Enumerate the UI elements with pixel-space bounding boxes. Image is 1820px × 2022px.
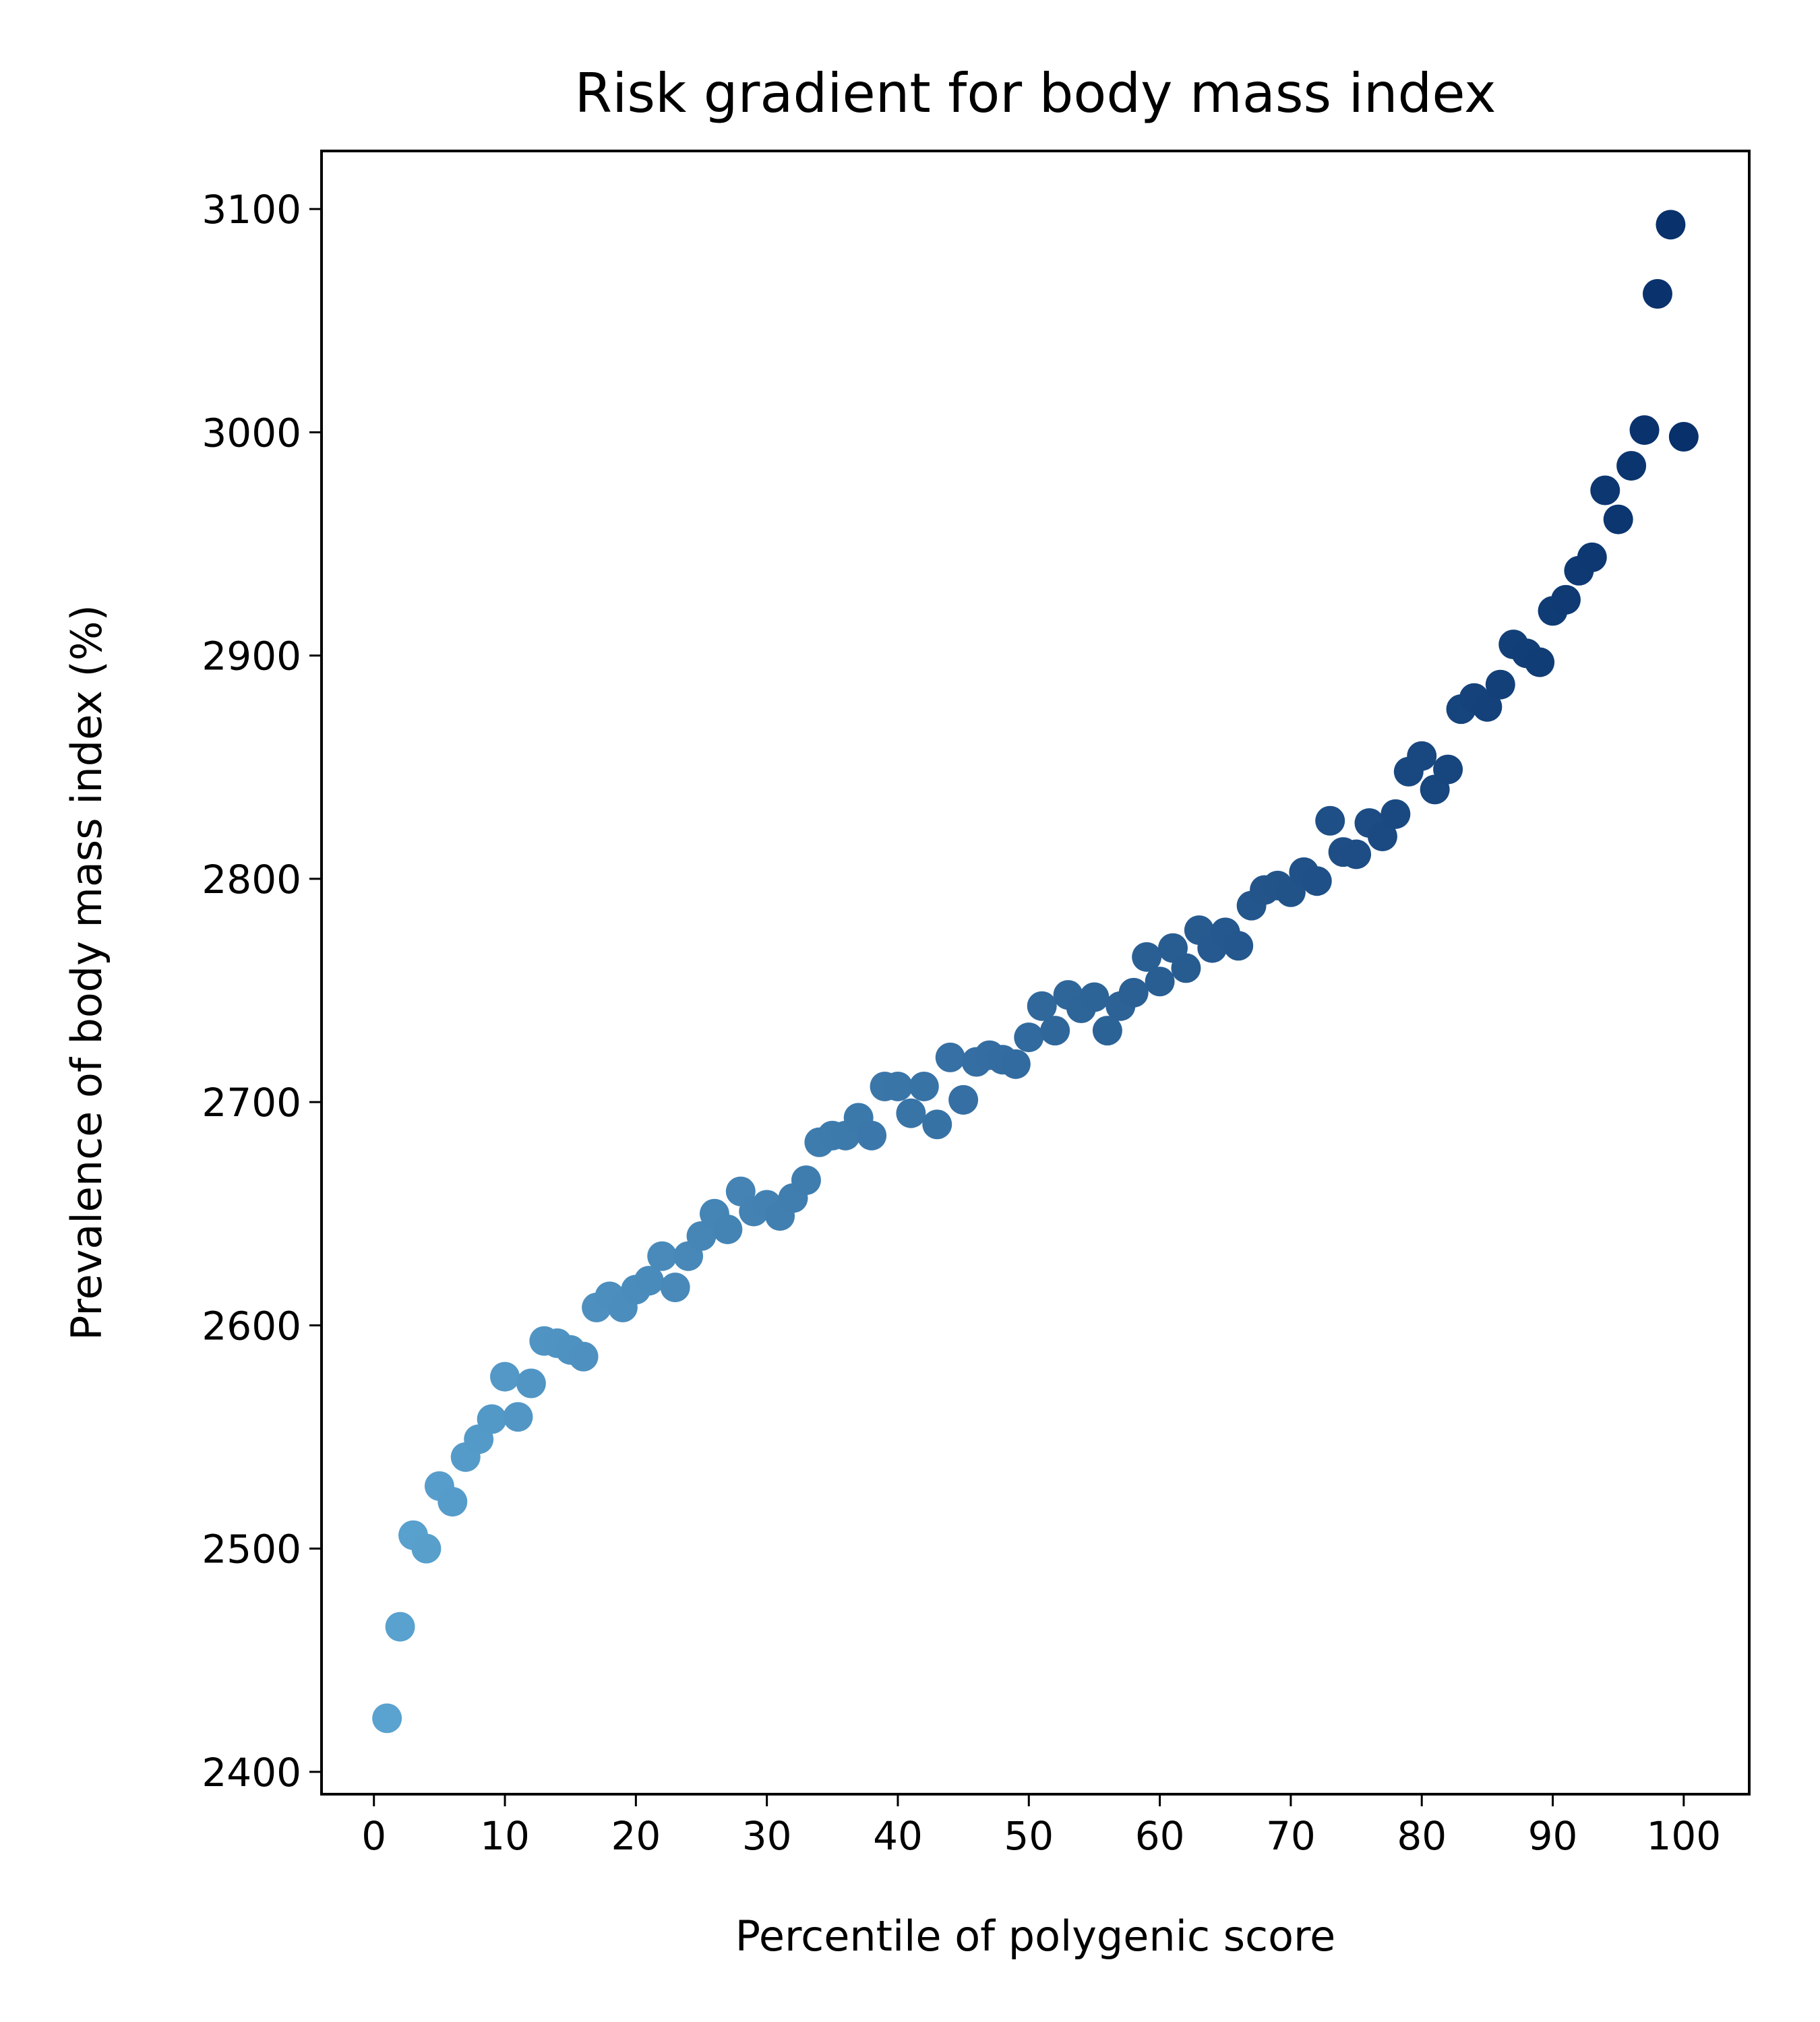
x-tick-label: 90 <box>1528 1813 1578 1859</box>
data-point <box>1433 754 1463 785</box>
data-point <box>791 1165 821 1196</box>
data-point <box>909 1071 939 1101</box>
y-tick-label: 2700 <box>202 1080 301 1126</box>
data-point <box>568 1341 599 1372</box>
data-point <box>660 1273 690 1303</box>
data-point <box>1603 504 1633 534</box>
data-point <box>686 1221 717 1251</box>
data-point <box>437 1487 468 1517</box>
data-point <box>857 1120 887 1151</box>
data-point <box>1223 931 1254 961</box>
data-point <box>1550 584 1581 615</box>
y-tick-label: 2800 <box>202 857 301 902</box>
data-point <box>477 1404 507 1434</box>
chart-title: Risk gradient for body mass index <box>575 62 1496 125</box>
data-point <box>1642 279 1672 309</box>
data-point <box>1472 692 1503 722</box>
data-point <box>922 1109 952 1140</box>
x-tick-label: 80 <box>1397 1813 1447 1859</box>
data-point <box>1381 799 1411 829</box>
data-point <box>1079 982 1110 1012</box>
data-point <box>712 1214 743 1244</box>
data-point <box>372 1703 402 1734</box>
y-tick-label: 3100 <box>202 187 301 233</box>
data-point <box>882 1071 913 1101</box>
data-point <box>896 1098 926 1128</box>
data-point <box>490 1361 520 1392</box>
data-point <box>1000 1049 1031 1079</box>
data-point <box>634 1266 664 1296</box>
x-tick-label: 50 <box>1004 1813 1054 1859</box>
y-tick-label: 2600 <box>202 1303 301 1349</box>
x-tick-label: 30 <box>742 1813 792 1859</box>
data-point <box>516 1368 546 1399</box>
data-point <box>1315 805 1345 836</box>
data-point <box>935 1042 965 1072</box>
data-point <box>1145 967 1175 997</box>
data-point <box>1302 866 1332 896</box>
data-point <box>1341 839 1372 869</box>
data-point <box>503 1402 533 1432</box>
x-axis-title: Percentile of polygenic score <box>735 1911 1336 1961</box>
data-point <box>1668 422 1699 452</box>
data-point <box>1407 741 1437 771</box>
data-point <box>1171 953 1201 983</box>
y-tick-label: 2500 <box>202 1527 301 1572</box>
y-tick-label: 3000 <box>202 410 301 456</box>
y-axis-ticks: 2400 2500 2600 2700 2800 2900 3000 3100 <box>202 187 322 1796</box>
x-axis-ticks: 0 10 20 30 40 50 60 70 80 90 100 <box>361 1794 1721 1859</box>
data-point <box>1367 821 1397 851</box>
data-point <box>1656 210 1686 240</box>
x-tick-label: 10 <box>480 1813 530 1859</box>
plot-frame <box>320 150 1751 1796</box>
y-tick-label: 2900 <box>202 634 301 679</box>
x-tick-label: 60 <box>1135 1813 1185 1859</box>
data-point <box>647 1241 677 1271</box>
data-point <box>1577 542 1607 572</box>
data-point <box>1590 475 1620 506</box>
x-tick-label: 100 <box>1646 1813 1721 1859</box>
data-point <box>1629 415 1660 446</box>
data-point <box>1616 451 1647 481</box>
x-tick-label: 0 <box>361 1813 386 1859</box>
data-point <box>1027 991 1057 1021</box>
data-point <box>1092 1016 1122 1046</box>
x-tick-label: 20 <box>611 1813 661 1859</box>
data-point <box>411 1533 442 1564</box>
data-point <box>1118 977 1149 1008</box>
data-point <box>1485 669 1515 700</box>
x-tick-label: 70 <box>1266 1813 1316 1859</box>
y-tick-label: 2400 <box>202 1750 301 1796</box>
data-point <box>1014 1022 1044 1053</box>
data-point <box>1040 1016 1070 1046</box>
data-point <box>1525 647 1555 677</box>
x-tick-label: 40 <box>873 1813 923 1859</box>
data-point <box>1132 942 1162 972</box>
scatter-points <box>372 210 1699 1734</box>
data-point <box>385 1612 415 1642</box>
data-point <box>948 1084 979 1115</box>
y-axis-title: Prevalence of body mass index (%) <box>62 605 111 1341</box>
